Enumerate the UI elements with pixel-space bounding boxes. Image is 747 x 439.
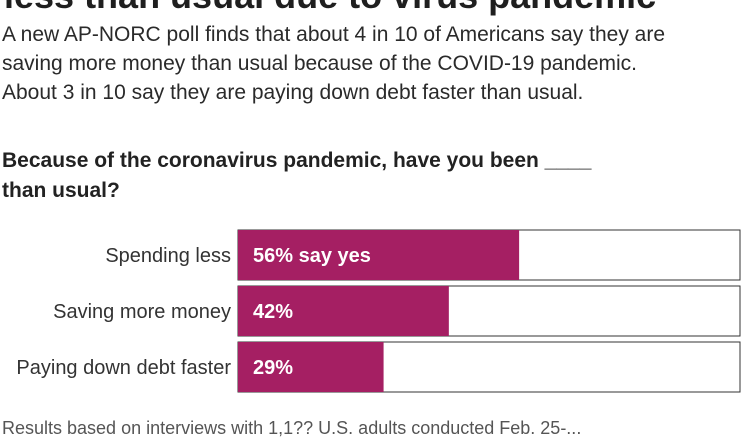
category-label: Spending less <box>105 245 231 267</box>
bar <box>238 230 520 280</box>
intro-line: A new AP-NORC poll finds that about 4 in… <box>2 23 666 46</box>
question-line: than usual? <box>2 179 120 202</box>
chart-question: Because of the coronavirus pandemic, hav… <box>2 146 591 206</box>
value-label: 56% say yes <box>253 245 371 267</box>
bar-chart: Spending less 56% say yes Saving more mone… <box>16 229 741 393</box>
headline: less than usual due to virus pandemic <box>4 0 656 16</box>
bar-row: Spending less 56% say yes <box>105 229 741 281</box>
footnote: Results based on interviews with 1,1?? U… <box>2 418 582 438</box>
bar-row: Saving more money 42% <box>53 285 741 337</box>
intro-line: saving more money than usual because of … <box>2 52 638 75</box>
bar <box>238 286 449 336</box>
question-line: Because of the coronavirus pandemic, hav… <box>2 149 592 172</box>
bar-row: Paying down debt faster 29% <box>16 341 741 393</box>
intro-text: A new AP-NORC poll finds that about 4 in… <box>2 20 742 107</box>
intro-line: About 3 in 10 say they are paying down d… <box>2 81 584 104</box>
bar <box>238 342 384 392</box>
value-label: 29% <box>253 357 293 379</box>
value-label: 42% <box>253 301 293 323</box>
category-label: Saving more money <box>53 301 231 323</box>
category-label: Paying down debt faster <box>16 357 231 379</box>
